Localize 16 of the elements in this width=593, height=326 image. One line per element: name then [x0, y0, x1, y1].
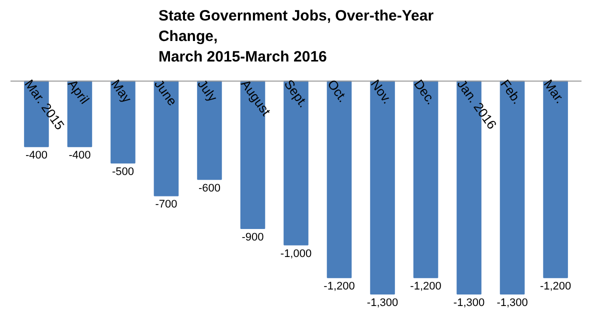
data-label: -900 [242, 231, 264, 244]
data-label: -400 [68, 150, 91, 162]
data-label: -1,000 [280, 248, 312, 260]
data-label: -600 [198, 182, 221, 194]
data-label: -1,200 [324, 280, 355, 293]
data-label: -700 [155, 198, 178, 211]
data-label: -1,200 [410, 280, 442, 293]
chart-title: State Government Jobs, Over-the-Year Change, March 2015-March 2016 [158, 8, 434, 66]
data-label: -400 [25, 150, 48, 162]
data-label: -1,300 [496, 296, 528, 309]
data-label: -1,300 [453, 296, 485, 309]
data-label: -1,300 [366, 296, 398, 309]
x-tick-label: July [194, 76, 221, 105]
x-tick-label: Oct. [324, 76, 351, 105]
data-label: -1,200 [540, 280, 572, 293]
data-label: -500 [112, 166, 134, 178]
